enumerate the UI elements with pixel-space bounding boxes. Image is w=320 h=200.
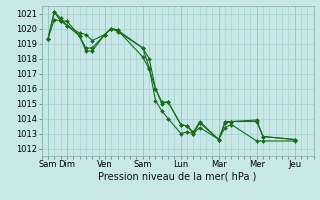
X-axis label: Pression niveau de la mer( hPa ): Pression niveau de la mer( hPa )	[99, 172, 257, 182]
